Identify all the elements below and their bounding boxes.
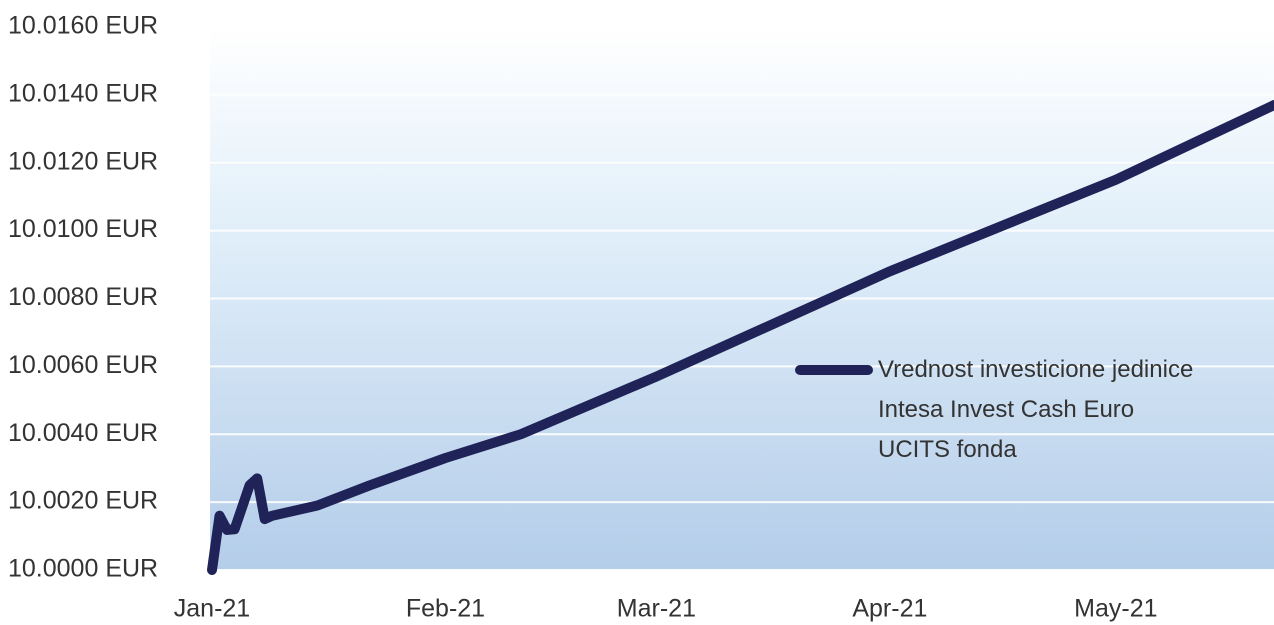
y-tick-label: 10.0040 EUR xyxy=(8,419,158,447)
legend-label: Vrednost investicione jedinice Intesa In… xyxy=(878,356,1194,463)
x-tick-label: Feb-21 xyxy=(406,595,485,623)
x-tick-label: May-21 xyxy=(1074,595,1157,623)
x-tick-label: Jan-21 xyxy=(174,595,250,623)
y-tick-label: 10.0080 EUR xyxy=(8,283,158,311)
y-tick-label: 10.0100 EUR xyxy=(8,215,158,243)
y-tick-label: 10.0120 EUR xyxy=(8,147,158,175)
y-tick-label: 10.0060 EUR xyxy=(8,351,158,379)
x-tick-label: Mar-21 xyxy=(617,595,696,623)
y-tick-label: 10.0020 EUR xyxy=(8,487,158,515)
data-line xyxy=(207,100,1274,575)
y-tick-label: 10.0160 EUR xyxy=(8,12,158,40)
y-tick-label: 10.0000 EUR xyxy=(8,555,158,583)
y-tick-label: 10.0140 EUR xyxy=(8,79,158,107)
x-tick-label: Apr-21 xyxy=(852,595,927,623)
